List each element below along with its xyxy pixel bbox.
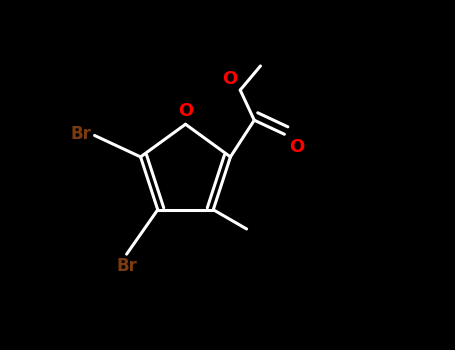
Text: Br: Br — [117, 257, 138, 275]
Text: Br: Br — [71, 125, 92, 143]
Text: O: O — [289, 138, 304, 156]
Text: O: O — [222, 70, 238, 88]
Text: O: O — [178, 102, 193, 120]
